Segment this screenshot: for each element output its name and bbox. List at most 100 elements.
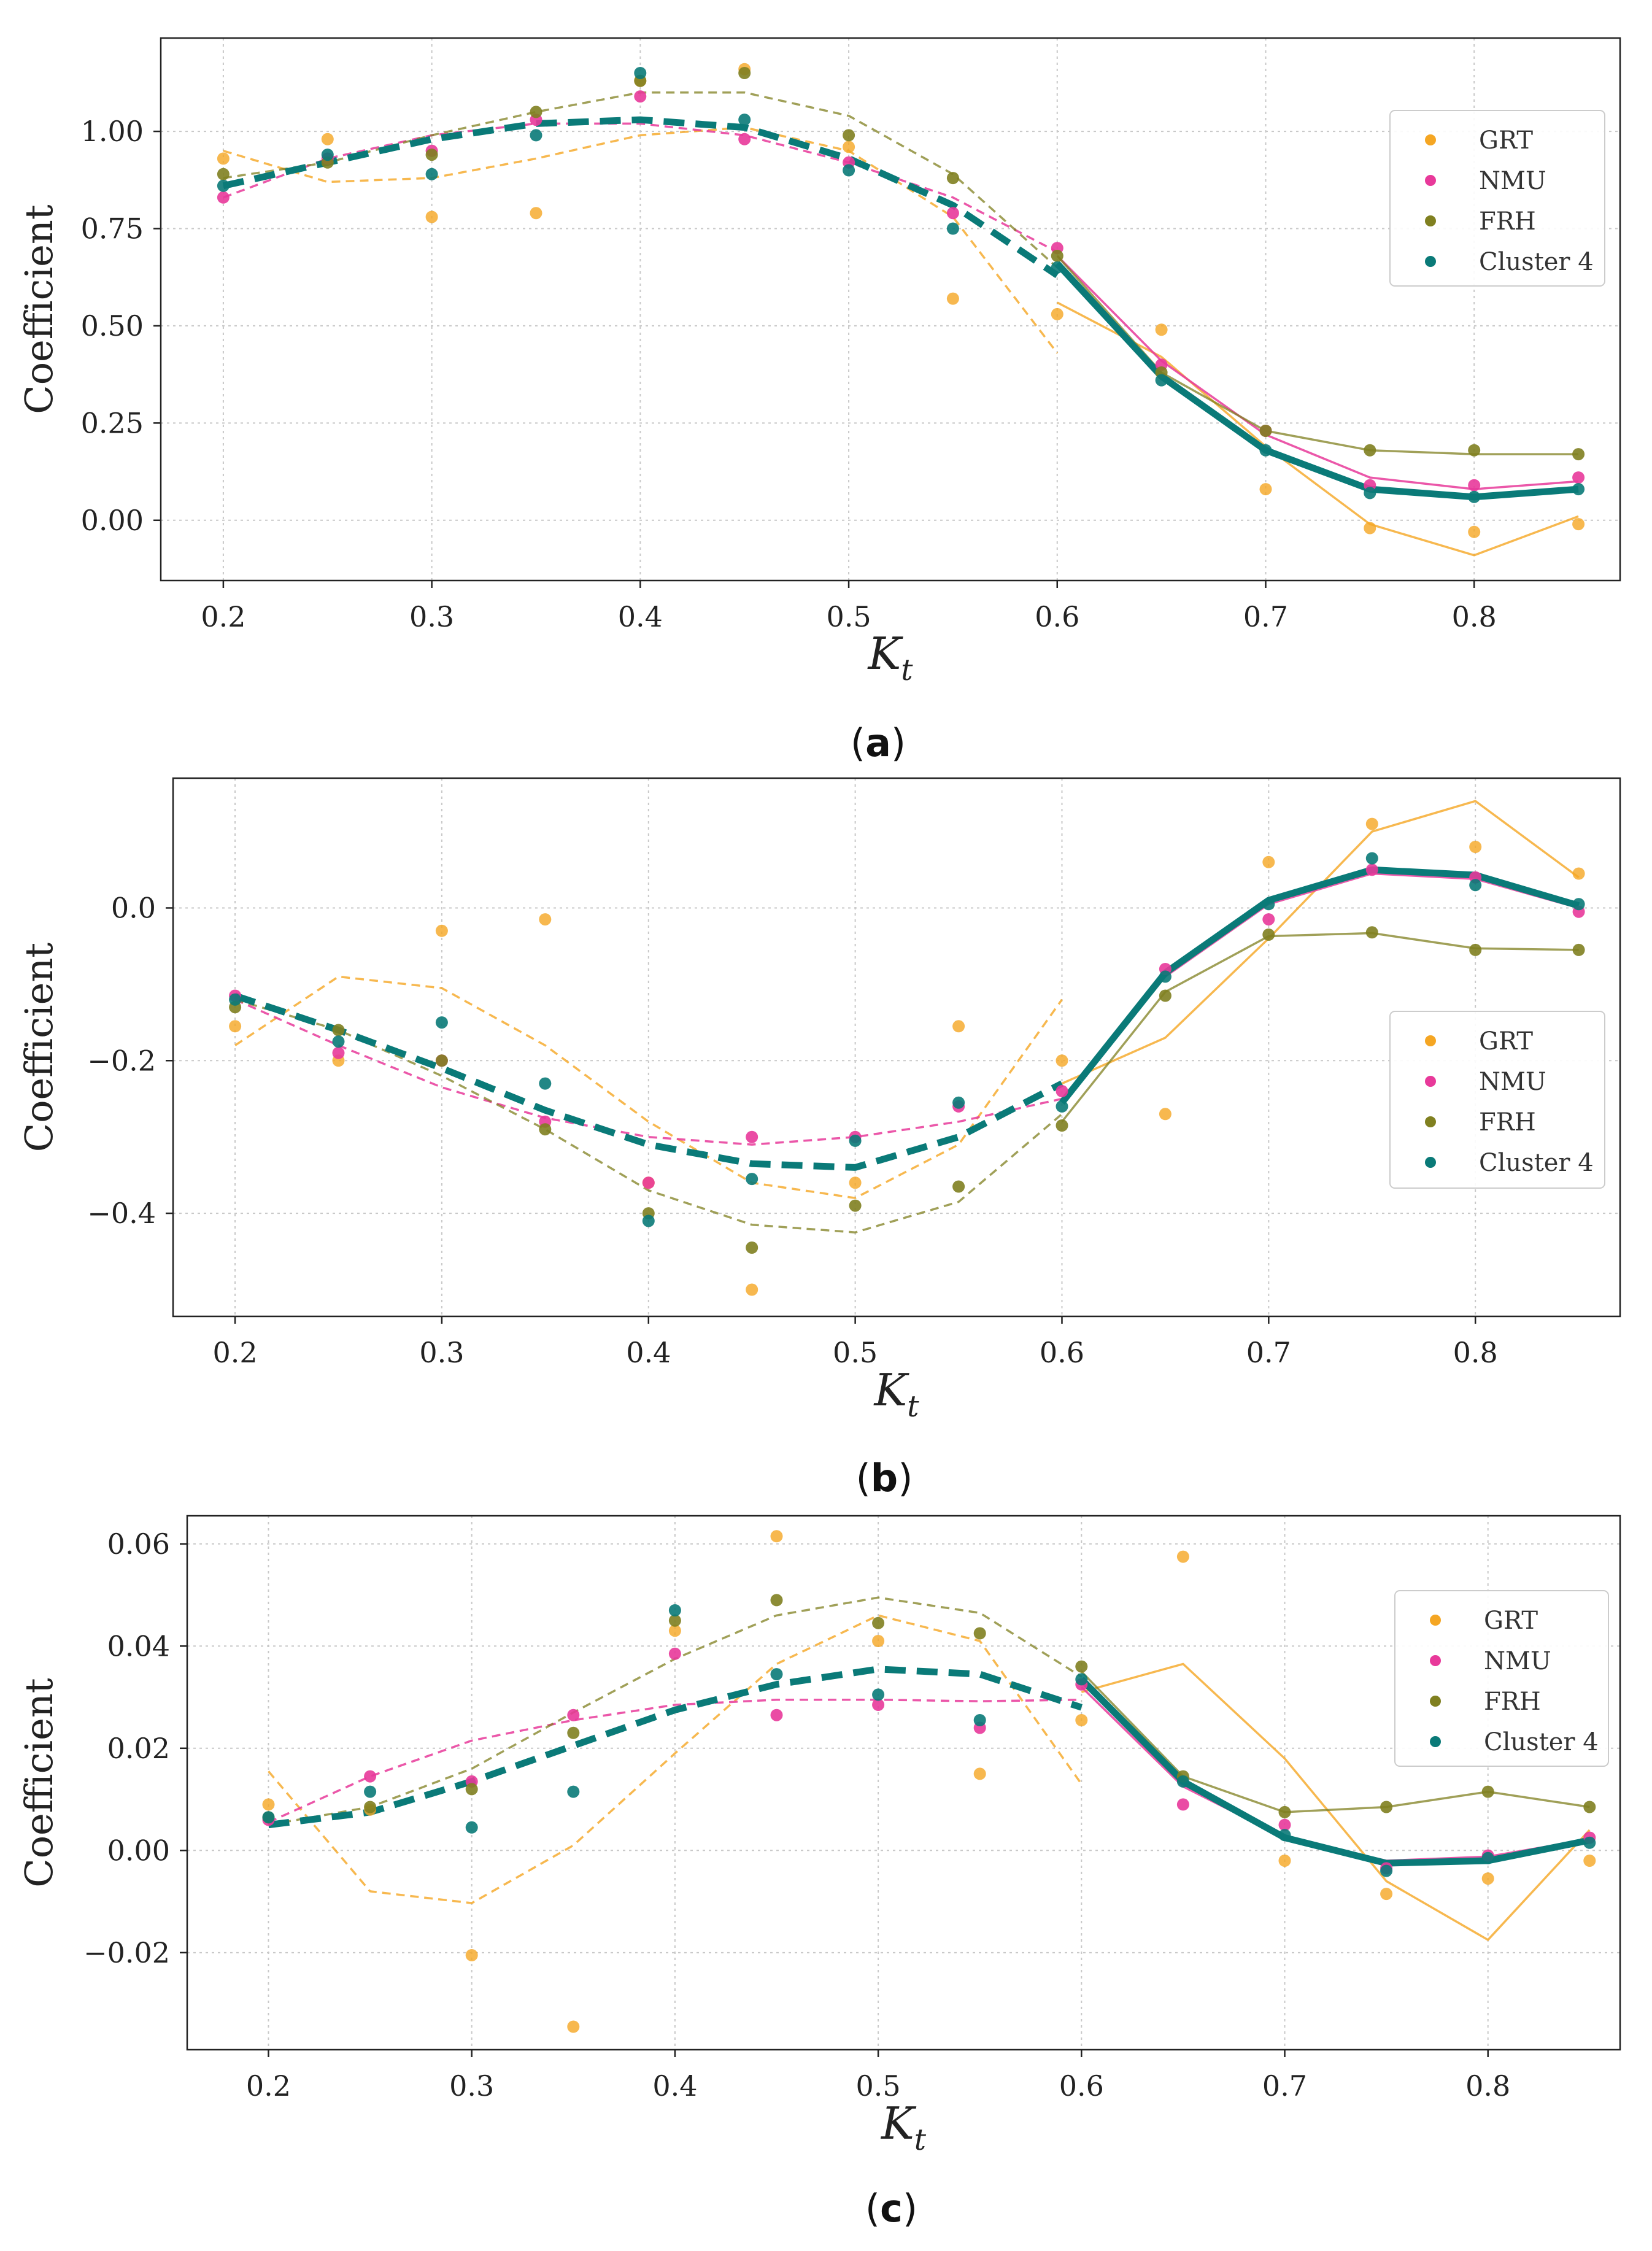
legend-label: GRT: [1479, 1027, 1533, 1056]
data-point-grt: [746, 1283, 758, 1296]
data-point-nmu: [770, 1709, 783, 1721]
legend-box: [1389, 1011, 1605, 1189]
data-point-cluster-4: [1056, 1100, 1068, 1113]
x-axis-label-main: K: [867, 628, 903, 679]
data-point-frh: [770, 1594, 783, 1607]
series-line-low-cluster-4: [268, 1666, 1083, 1829]
data-point-frh: [1056, 1119, 1068, 1132]
data-point-grt: [843, 141, 855, 153]
data-point-nmu: [1572, 471, 1585, 484]
y-tick-label: 1.00: [81, 115, 144, 148]
x-tick-label: 0.5: [826, 600, 871, 633]
data-point-nmu: [634, 90, 647, 103]
legend-marker-frh: [1430, 1696, 1441, 1707]
legend: GRT NMU FRH Cluster 4: [1389, 1011, 1605, 1189]
data-point-cluster-4: [1159, 970, 1171, 983]
data-point-cluster-4: [435, 1016, 448, 1029]
data-point-frh: [843, 129, 855, 142]
x-axis-label: Kt: [873, 1364, 919, 1424]
data-point-grt: [770, 1530, 783, 1543]
data-point-cluster-4: [973, 1714, 986, 1726]
data-point-cluster-4: [1155, 374, 1168, 387]
x-tick-label: 0.5: [856, 2069, 901, 2102]
y-tick-label: −0.4: [87, 1197, 156, 1230]
legend-label: NMU: [1484, 1647, 1551, 1675]
legend-marker-cluster-4: [1430, 1736, 1441, 1747]
data-point-cluster-4: [849, 1134, 862, 1147]
data-point-nmu: [1262, 913, 1275, 926]
data-point-cluster-4: [1468, 490, 1481, 503]
data-point-cluster-4: [1364, 487, 1376, 500]
data-point-frh: [1259, 425, 1272, 437]
series-line-high-grt: [1081, 1662, 1591, 1941]
series-line-low-cluster-4: [234, 992, 1064, 1171]
data-point-cluster-4: [634, 67, 647, 79]
data-point-frh: [217, 168, 230, 180]
data-point-frh: [746, 1241, 758, 1254]
data-point-cluster-4: [952, 1096, 965, 1109]
data-point-frh: [364, 1801, 377, 1813]
data-point-grt: [1056, 1054, 1068, 1067]
y-tick-label: 0.00: [81, 504, 144, 537]
data-point-cluster-4: [1481, 1851, 1494, 1864]
data-point-cluster-4: [364, 1785, 377, 1798]
legend-marker-cluster-4: [1425, 1157, 1436, 1168]
plot-area: [229, 800, 1585, 1296]
data-point-cluster-4: [1259, 444, 1272, 457]
y-tick-label: 0.04: [107, 1629, 170, 1662]
data-point-cluster-4: [1572, 483, 1585, 496]
x-tick-label: 0.2: [246, 2069, 291, 2102]
data-point-grt: [1278, 1855, 1291, 1867]
x-tick-label: 0.3: [449, 2069, 494, 2102]
data-point-cluster-4: [229, 993, 242, 1006]
data-point-frh: [1365, 926, 1378, 939]
data-point-grt: [321, 133, 334, 145]
data-point-grt: [435, 924, 448, 937]
data-point-grt: [1259, 483, 1272, 496]
y-axis-label: Coefficient: [17, 1678, 61, 1888]
x-axis-label: Kt: [880, 2098, 927, 2157]
data-point-cluster-4: [1075, 1673, 1088, 1686]
legend-label: Cluster 4: [1479, 248, 1594, 276]
data-point-cluster-4: [1572, 898, 1585, 911]
x-tick-label: 0.4: [626, 1336, 671, 1369]
data-point-grt: [1481, 1872, 1494, 1885]
data-point-nmu: [738, 133, 751, 145]
panel-caption: (a): [851, 720, 906, 765]
series-line-low-grt: [223, 126, 1059, 354]
x-tick-label: 0.3: [409, 600, 454, 633]
data-point-grt: [1572, 867, 1585, 880]
data-point-cluster-4: [425, 168, 438, 180]
legend-label: NMU: [1479, 167, 1546, 195]
data-point-grt: [1155, 323, 1168, 336]
series-line-high-cluster-4: [1059, 866, 1580, 1105]
data-point-grt: [1176, 1550, 1189, 1563]
data-point-grt: [1380, 1888, 1393, 1901]
x-axis-label-main: K: [873, 1364, 909, 1416]
data-point-cluster-4: [946, 222, 959, 235]
data-point-grt: [1583, 1855, 1596, 1867]
chart-panel-1: 0.2 0.3 0.4 0.5 0.6 0.7 0.8 0.00 0.25 0.50 0.75 1.0…: [17, 37, 1621, 765]
series-line-high-grt: [1056, 301, 1579, 557]
x-tick-label: 0.4: [652, 2069, 697, 2102]
data-point-cluster-4: [530, 129, 542, 142]
data-point-frh: [465, 1783, 478, 1796]
legend-label: FRH: [1479, 1108, 1536, 1137]
data-point-frh: [946, 172, 959, 185]
data-point-frh: [952, 1180, 965, 1193]
data-point-grt: [946, 292, 959, 305]
data-point-frh: [1583, 1801, 1596, 1813]
y-tick-label: 0.25: [81, 406, 144, 439]
data-point-cluster-4: [746, 1173, 758, 1186]
data-point-nmu: [746, 1130, 758, 1143]
data-point-frh: [1278, 1805, 1291, 1818]
legend: GRT NMU FRH Cluster 4: [1389, 110, 1605, 287]
legend-marker-nmu: [1425, 175, 1436, 186]
data-point-grt: [1051, 307, 1063, 320]
data-point-grt: [217, 152, 230, 165]
data-point-frh: [530, 106, 542, 118]
data-point-grt: [1365, 817, 1378, 830]
data-point-nmu: [946, 207, 959, 220]
data-point-frh: [849, 1199, 862, 1212]
panel-caption: (b): [856, 1456, 913, 1500]
